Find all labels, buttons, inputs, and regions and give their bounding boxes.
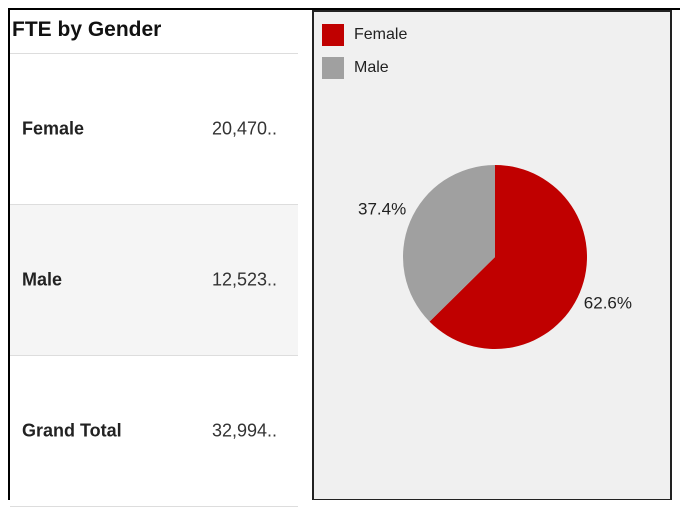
row-value: 32,994..: [212, 420, 278, 441]
pie-slice: [429, 165, 587, 349]
slice-label: 62.6%: [584, 294, 632, 313]
chart-panel: Female Male 62.6% 37.4%: [312, 10, 672, 500]
row-label: Female: [22, 118, 85, 139]
legend-swatch: [322, 57, 344, 79]
legend-label: Female: [354, 26, 407, 43]
row-value: 20,470..: [212, 118, 278, 139]
legend-swatch: [322, 24, 344, 46]
table-row: Grand Total 32,994..: [10, 356, 298, 507]
legend-label: Male: [354, 59, 389, 76]
table-row: Male 12,523..: [10, 205, 298, 356]
divider: [10, 53, 298, 54]
row-value: 12,523..: [212, 269, 278, 290]
row-label: Male: [22, 269, 63, 290]
frame: [8, 8, 680, 500]
row-label: Grand Total: [22, 420, 122, 441]
pie-slice: [403, 165, 495, 322]
chart: Female Male 62.6% 37.4%: [312, 10, 672, 500]
table-panel: FTE by Gender Female 20,470.. Male 12,523..…: [10, 10, 298, 507]
slice-label: 37.4%: [358, 199, 406, 218]
panel-title: FTE by Gender: [12, 18, 162, 41]
table-row: Female 20,470..: [10, 54, 298, 205]
